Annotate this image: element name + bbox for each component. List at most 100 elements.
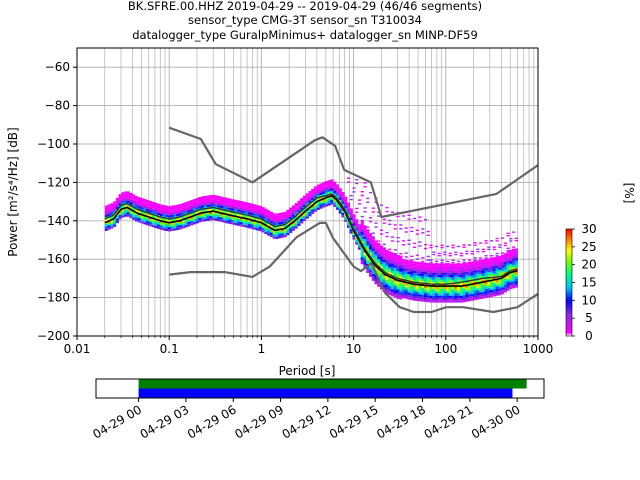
heatmap-cell (399, 278, 403, 282)
heatmap-cell (283, 230, 287, 233)
heatmap-cell (245, 204, 249, 207)
heatmap-cell (275, 236, 279, 239)
heatmap-cell (168, 229, 172, 232)
heatmap-cell (503, 276, 507, 279)
heatmap-cell (275, 227, 279, 230)
timeline-tick-label: 04-29 03 (138, 402, 192, 441)
heatmap-cell (104, 207, 108, 211)
heatmap-cell (198, 206, 202, 209)
heatmap-cell (286, 218, 290, 222)
heatmap-cell (187, 224, 191, 227)
heatmap-cell (291, 207, 296, 209)
curve-low-noise-model (169, 221, 539, 314)
heatmap-cell (468, 285, 472, 288)
heatmap-cell (132, 201, 136, 204)
heatmap-cell (476, 265, 480, 268)
heatmap-cell (492, 273, 496, 276)
heatmap-cell (261, 230, 265, 233)
heatmap-cell (165, 207, 169, 211)
heatmap-cell (212, 213, 216, 216)
heatmap-cell (267, 214, 271, 218)
y-tick-label: −60 (45, 60, 70, 74)
heatmap-cell (341, 203, 345, 206)
heatmap-cell (319, 197, 323, 200)
heatmap-cell (335, 186, 340, 190)
heatmap-cell (280, 212, 285, 214)
heatmap-cell (451, 265, 455, 269)
heatmap-cell (440, 300, 444, 303)
heatmap-cell (209, 199, 213, 202)
heatmap-cell (506, 279, 510, 282)
heatmap-cell (459, 269, 463, 272)
heatmap-cell (217, 198, 221, 201)
heatmap-cell (388, 288, 392, 291)
heatmap-cell (278, 219, 282, 223)
heatmap-cell (440, 295, 444, 298)
heatmap-cell (190, 204, 194, 207)
heatmap-cell (212, 194, 216, 198)
heatmap-cell (393, 295, 397, 298)
heatmap-cell (371, 232, 375, 234)
heatmap-cell (151, 220, 155, 223)
heatmap-cell (355, 226, 359, 229)
heatmap-cell (498, 267, 502, 270)
heatmap-cell (448, 300, 452, 303)
heatmap-cell (418, 280, 422, 283)
heatmap-cell (176, 225, 180, 228)
heatmap-cell (360, 232, 364, 235)
heatmap-cell (512, 256, 516, 259)
heatmap-cell (390, 259, 395, 262)
y-tick-label: −160 (37, 252, 70, 266)
heatmap-cell (457, 245, 461, 248)
heatmap-cell (220, 205, 224, 209)
heatmap-cell (454, 279, 458, 282)
heatmap-cell (393, 274, 397, 277)
heatmap-cell (272, 217, 276, 221)
heatmap-cell (357, 231, 362, 234)
heatmap-cell (379, 257, 384, 260)
heatmap-cell (512, 272, 516, 275)
heatmap-cell (459, 270, 463, 273)
heatmap-cell (162, 223, 166, 226)
heatmap-cell (429, 259, 433, 261)
heatmap-cell (457, 279, 461, 282)
heatmap-cell (374, 275, 378, 278)
heatmap-cell (247, 216, 252, 220)
heatmap-cell (385, 249, 389, 253)
heatmap-cell (135, 200, 139, 204)
heatmap-cell (341, 192, 345, 195)
heatmap-cell (220, 200, 224, 202)
heatmap-cell (143, 217, 147, 220)
heatmap-cell (368, 246, 373, 250)
heatmap-cell (220, 217, 224, 220)
heatmap-cell (490, 264, 494, 267)
heatmap-cell (473, 286, 477, 289)
heatmap-cell (258, 228, 263, 232)
heatmap-cell (423, 281, 428, 284)
heatmap-cell (192, 203, 196, 206)
heatmap-cell (382, 250, 386, 253)
heatmap-cell (404, 282, 408, 286)
heatmap-cell (346, 214, 351, 217)
heatmap-cell (187, 203, 191, 206)
heatmap-cell (190, 209, 194, 212)
heatmap-cell (250, 208, 254, 211)
heatmap-cell (415, 296, 419, 299)
heatmap-cell (242, 203, 246, 207)
heatmap-cell (495, 288, 499, 292)
heatmap-cell (412, 298, 417, 301)
heatmap-cell (462, 267, 466, 270)
heatmap-cell (366, 201, 370, 203)
heatmap-cell (363, 232, 367, 235)
heatmap-cell (501, 237, 505, 239)
heatmap-cell (368, 267, 373, 271)
heatmap-cell (423, 285, 428, 289)
heatmap-cell (437, 252, 441, 255)
heatmap-cell (107, 225, 111, 228)
heatmap-cell (159, 212, 163, 214)
heatmap-cell (137, 201, 141, 205)
heatmap-cell (385, 286, 389, 290)
heatmap-cell (423, 299, 428, 302)
heatmap-cell (512, 265, 516, 268)
heatmap-cell (396, 280, 400, 283)
